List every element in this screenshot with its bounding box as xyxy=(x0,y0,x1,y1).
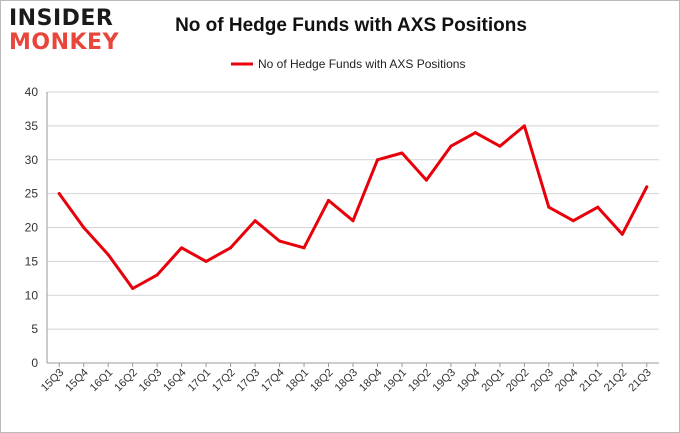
x-tick-label: 15Q3 xyxy=(39,367,67,395)
x-tick-label: 18Q2 xyxy=(308,367,336,395)
y-tick-label: 5 xyxy=(31,322,38,336)
data-point xyxy=(351,219,355,223)
data-point xyxy=(645,185,649,189)
x-tick-label: 17Q4 xyxy=(259,367,287,395)
y-tick-label: 25 xyxy=(25,187,39,201)
x-tick-label: 20Q2 xyxy=(504,367,532,395)
data-point xyxy=(278,239,282,243)
data-point xyxy=(473,131,477,135)
x-tick-label: 17Q1 xyxy=(186,367,214,395)
data-point xyxy=(204,259,208,263)
x-tick-label: 21Q3 xyxy=(626,367,654,395)
x-tick-label: 19Q4 xyxy=(455,367,483,395)
insider-monkey-logo: INSIDER MONKEY xyxy=(9,7,129,59)
data-point xyxy=(522,124,526,128)
data-point xyxy=(302,246,306,250)
x-tick-label: 20Q1 xyxy=(479,367,507,395)
data-point xyxy=(106,253,110,257)
y-tick-label: 0 xyxy=(31,356,38,370)
x-tick-label: 21Q2 xyxy=(602,367,630,395)
data-point xyxy=(131,286,135,290)
data-point xyxy=(571,219,575,223)
data-point xyxy=(547,205,551,209)
x-tick-label: 17Q3 xyxy=(235,367,263,395)
x-tick-label: 20Q4 xyxy=(553,367,581,395)
data-point xyxy=(596,205,600,209)
logo-line-2: MONKEY xyxy=(9,30,120,55)
data-point xyxy=(620,232,624,236)
x-tick-label: 16Q2 xyxy=(112,367,140,395)
logo-line-1: INSIDER xyxy=(9,6,114,31)
data-point xyxy=(400,151,404,155)
data-point xyxy=(424,178,428,182)
x-tick-label: 20Q3 xyxy=(528,367,556,395)
x-tick-label: 19Q2 xyxy=(406,367,434,395)
y-tick-label: 20 xyxy=(25,221,39,235)
data-point xyxy=(375,158,379,162)
y-tick-label: 15 xyxy=(25,254,39,268)
x-tick-label: 18Q4 xyxy=(357,367,385,395)
x-tick-label: 16Q1 xyxy=(88,367,116,395)
x-tick-label: 19Q1 xyxy=(382,367,410,395)
data-point xyxy=(229,246,233,250)
x-tick-label: 18Q3 xyxy=(333,367,361,395)
y-tick-label: 40 xyxy=(25,85,39,99)
y-tick-label: 10 xyxy=(25,288,39,302)
x-tick-label: 16Q3 xyxy=(137,367,165,395)
series-line xyxy=(57,124,649,290)
data-point xyxy=(498,144,502,148)
x-tick-label: 17Q2 xyxy=(210,367,238,395)
legend-label: No of Hedge Funds with AXS Positions xyxy=(258,57,465,71)
data-point xyxy=(82,226,86,229)
x-tick-label: 21Q1 xyxy=(577,367,605,395)
data-point xyxy=(57,192,61,196)
x-tick-label: 15Q4 xyxy=(63,367,91,395)
x-tick-label: 19Q3 xyxy=(431,367,459,395)
y-tick-label: 35 xyxy=(25,119,39,133)
y-tick-label: 30 xyxy=(25,153,39,167)
x-tick-label: 16Q4 xyxy=(161,367,189,395)
x-tick-label: 18Q1 xyxy=(284,367,312,395)
data-point xyxy=(449,144,453,148)
data-point xyxy=(180,246,184,250)
chart-title: No of Hedge Funds with AXS Positions xyxy=(175,15,527,36)
data-point xyxy=(155,273,159,277)
data-point xyxy=(327,198,331,202)
data-point xyxy=(253,219,257,223)
